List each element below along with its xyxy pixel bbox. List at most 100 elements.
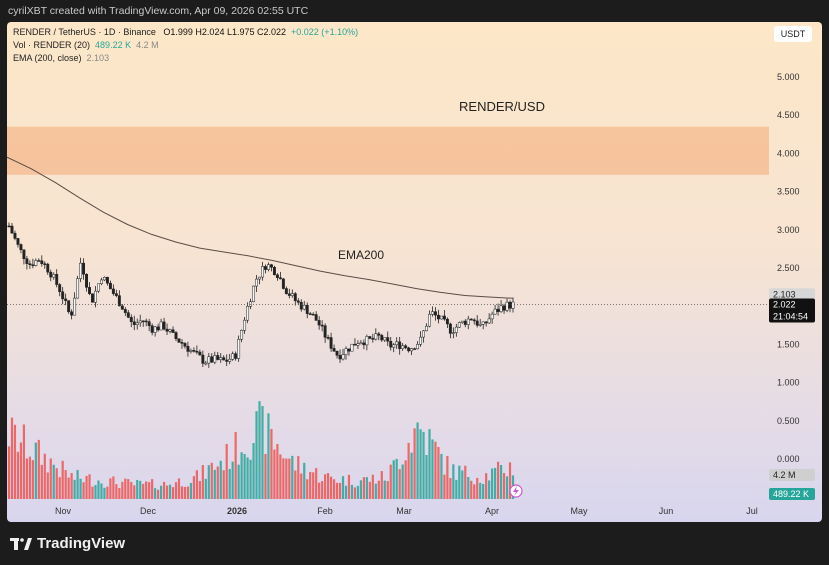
legend-ema-label: EMA (200, close) xyxy=(13,53,82,63)
candle-body xyxy=(88,287,91,294)
volume-bar xyxy=(407,442,410,499)
candle-body xyxy=(237,339,241,359)
volume-bar xyxy=(332,479,336,499)
volume-bar xyxy=(154,488,157,499)
candle-body xyxy=(192,350,196,352)
volume-bar xyxy=(127,479,130,499)
chart-legend: RENDER / TetherUS · 1D · Binance O1.999 … xyxy=(13,26,358,65)
volume-bar xyxy=(118,488,121,499)
candle-body xyxy=(371,338,375,340)
volume-bar xyxy=(496,461,500,499)
volume-bar xyxy=(356,485,360,499)
volume-bar xyxy=(410,452,413,499)
candle-body xyxy=(499,305,503,312)
volume-bar xyxy=(34,442,37,499)
candle-body xyxy=(505,301,509,311)
pair-annotation: RENDER/USD xyxy=(459,99,545,114)
candle-body xyxy=(261,266,264,278)
volume-bar xyxy=(198,481,201,499)
candle-body xyxy=(135,322,139,325)
footer-bar: TradingView xyxy=(0,525,829,565)
candle-body xyxy=(156,326,160,331)
candle-body xyxy=(126,312,130,318)
candle-body xyxy=(216,355,220,360)
volume-bar xyxy=(201,465,204,499)
volume-bar xyxy=(404,460,407,499)
candle-body xyxy=(395,341,399,345)
volume-bar xyxy=(37,439,40,499)
volume-bar xyxy=(434,441,437,499)
x-tick-label: Feb xyxy=(317,506,333,516)
candle-body xyxy=(487,318,491,324)
volume-bar xyxy=(76,470,79,499)
y-tick-label: 5.000 xyxy=(777,72,800,82)
candle-body xyxy=(55,274,59,285)
y-tick-label: 2.500 xyxy=(777,263,800,273)
volume-bar xyxy=(499,464,503,499)
candle-body xyxy=(448,323,452,334)
volume-bar xyxy=(300,473,303,499)
candle-body xyxy=(422,330,425,338)
volume-bar xyxy=(222,470,225,499)
volume-bar xyxy=(279,454,282,499)
candle-body xyxy=(240,330,244,340)
candle-body xyxy=(177,338,181,343)
volume-bar xyxy=(25,458,28,499)
volume-bar xyxy=(392,460,395,499)
volume-bar xyxy=(428,429,431,499)
candle-body xyxy=(76,278,80,299)
candle-body xyxy=(102,276,106,281)
volume-bar xyxy=(386,481,389,499)
candle-body xyxy=(150,325,154,333)
vol-badge-bg xyxy=(769,488,815,500)
volume-bar xyxy=(225,444,228,499)
volume-bar xyxy=(449,478,452,499)
volume-bar xyxy=(479,482,482,499)
volume-bar xyxy=(395,458,398,499)
candle-body xyxy=(269,264,273,268)
y-tick-label: 1.000 xyxy=(777,378,800,388)
volume-bar xyxy=(213,469,216,499)
resistance-zone xyxy=(7,126,769,175)
candle-body xyxy=(290,293,294,296)
x-tick-label: Jun xyxy=(659,506,674,516)
candle-body xyxy=(132,321,136,325)
chart-area[interactable]: 5.0004.5004.0003.5003.0002.5002.0001.500… xyxy=(7,22,822,522)
volume-bar xyxy=(55,468,58,499)
volume-bar xyxy=(505,476,509,499)
volume-bar xyxy=(109,478,112,499)
volume-bar xyxy=(306,479,309,499)
volume-bar xyxy=(476,477,479,499)
candle-body xyxy=(368,336,372,339)
volume-bar xyxy=(297,456,300,499)
currency-button[interactable]: USDT xyxy=(774,26,812,42)
volume-bar xyxy=(321,481,324,499)
candle-body xyxy=(249,301,253,307)
volume-bar xyxy=(341,476,345,499)
volume-bar xyxy=(335,482,339,499)
price-chart[interactable]: 5.0004.5004.0003.5003.0002.5002.0001.500… xyxy=(7,22,822,522)
candle-body xyxy=(46,263,50,273)
x-tick-label: Nov xyxy=(55,506,72,516)
candle-body xyxy=(22,249,26,259)
candle-body xyxy=(159,321,163,331)
volume-bar xyxy=(422,431,425,499)
candle-body xyxy=(186,345,190,352)
volume-bar xyxy=(371,474,374,499)
volume-bar xyxy=(52,464,55,499)
legend-vol-label: Vol · RENDER (20) xyxy=(13,40,91,50)
legend-symbol-row: RENDER / TetherUS · 1D · Binance O1.999 … xyxy=(13,26,358,39)
candle-body xyxy=(64,298,68,301)
volume-bar xyxy=(261,406,264,499)
legend-change: +0.022 (+1.10%) xyxy=(291,27,359,37)
volume-bar xyxy=(252,443,255,499)
tradingview-logo[interactable]: TradingView xyxy=(10,535,125,552)
volume-bar xyxy=(353,487,357,499)
candle-body xyxy=(28,263,32,266)
candle-body xyxy=(222,357,226,361)
candle-body xyxy=(401,345,405,349)
candle-body xyxy=(213,355,217,363)
candle-body xyxy=(416,344,420,350)
volume-bar xyxy=(139,480,142,499)
candle-body xyxy=(508,301,512,309)
